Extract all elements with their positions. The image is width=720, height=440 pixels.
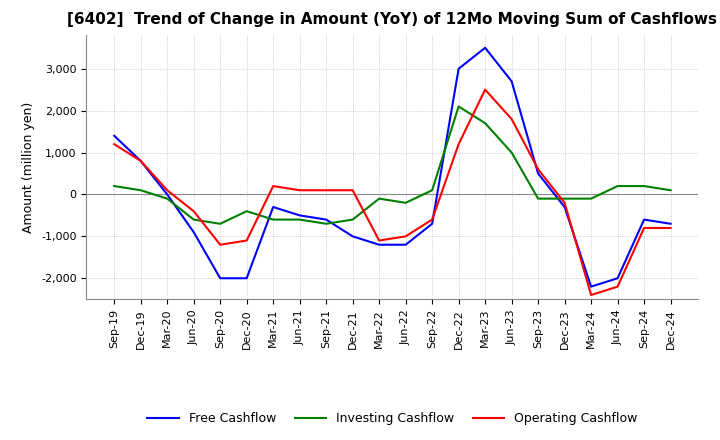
- Free Cashflow: [587, 284, 595, 289]
- Operating Cashflow: [428, 217, 436, 222]
- Legend: Free Cashflow, Investing Cashflow, Operating Cashflow: Free Cashflow, Investing Cashflow, Opera…: [143, 407, 642, 430]
- Operating Cashflow: [375, 238, 384, 243]
- Line: Free Cashflow: Free Cashflow: [114, 48, 670, 286]
- Free Cashflow: [163, 192, 171, 197]
- Operating Cashflow: [534, 167, 542, 172]
- Investing Cashflow: [613, 183, 622, 189]
- Free Cashflow: [322, 217, 330, 222]
- Investing Cashflow: [348, 217, 357, 222]
- Free Cashflow: [110, 133, 119, 139]
- Investing Cashflow: [666, 187, 675, 193]
- Operating Cashflow: [640, 225, 649, 231]
- Investing Cashflow: [216, 221, 225, 227]
- Operating Cashflow: [243, 238, 251, 243]
- Investing Cashflow: [189, 217, 198, 222]
- Free Cashflow: [640, 217, 649, 222]
- Free Cashflow: [375, 242, 384, 247]
- Free Cashflow: [295, 213, 304, 218]
- Investing Cashflow: [375, 196, 384, 201]
- Free Cashflow: [613, 275, 622, 281]
- Investing Cashflow: [269, 217, 277, 222]
- Operating Cashflow: [110, 142, 119, 147]
- Operating Cashflow: [163, 187, 171, 193]
- Free Cashflow: [666, 221, 675, 227]
- Operating Cashflow: [216, 242, 225, 247]
- Free Cashflow: [189, 230, 198, 235]
- Free Cashflow: [534, 171, 542, 176]
- Operating Cashflow: [508, 116, 516, 121]
- Free Cashflow: [508, 79, 516, 84]
- Investing Cashflow: [560, 196, 569, 201]
- Investing Cashflow: [508, 150, 516, 155]
- Investing Cashflow: [454, 104, 463, 109]
- Operating Cashflow: [136, 158, 145, 164]
- Operating Cashflow: [481, 87, 490, 92]
- Investing Cashflow: [110, 183, 119, 189]
- Free Cashflow: [269, 204, 277, 209]
- Operating Cashflow: [401, 234, 410, 239]
- Free Cashflow: [401, 242, 410, 247]
- Investing Cashflow: [534, 196, 542, 201]
- Investing Cashflow: [640, 183, 649, 189]
- Free Cashflow: [454, 66, 463, 71]
- Free Cashflow: [216, 275, 225, 281]
- Operating Cashflow: [189, 209, 198, 214]
- Investing Cashflow: [587, 196, 595, 201]
- Operating Cashflow: [613, 284, 622, 289]
- Investing Cashflow: [243, 209, 251, 214]
- Investing Cashflow: [295, 217, 304, 222]
- Investing Cashflow: [481, 121, 490, 126]
- Line: Operating Cashflow: Operating Cashflow: [114, 90, 670, 295]
- Free Cashflow: [481, 45, 490, 51]
- Y-axis label: Amount (million yen): Amount (million yen): [22, 102, 35, 233]
- Investing Cashflow: [428, 187, 436, 193]
- Operating Cashflow: [560, 200, 569, 205]
- Investing Cashflow: [322, 221, 330, 227]
- Free Cashflow: [243, 275, 251, 281]
- Title: [6402]  Trend of Change in Amount (YoY) of 12Mo Moving Sum of Cashflows: [6402] Trend of Change in Amount (YoY) o…: [68, 12, 717, 27]
- Operating Cashflow: [322, 187, 330, 193]
- Free Cashflow: [348, 234, 357, 239]
- Free Cashflow: [136, 158, 145, 164]
- Investing Cashflow: [136, 187, 145, 193]
- Line: Investing Cashflow: Investing Cashflow: [114, 106, 670, 224]
- Operating Cashflow: [587, 292, 595, 297]
- Operating Cashflow: [454, 142, 463, 147]
- Investing Cashflow: [163, 196, 171, 201]
- Investing Cashflow: [401, 200, 410, 205]
- Operating Cashflow: [348, 187, 357, 193]
- Free Cashflow: [560, 204, 569, 209]
- Operating Cashflow: [295, 187, 304, 193]
- Operating Cashflow: [269, 183, 277, 189]
- Free Cashflow: [428, 221, 436, 227]
- Operating Cashflow: [666, 225, 675, 231]
